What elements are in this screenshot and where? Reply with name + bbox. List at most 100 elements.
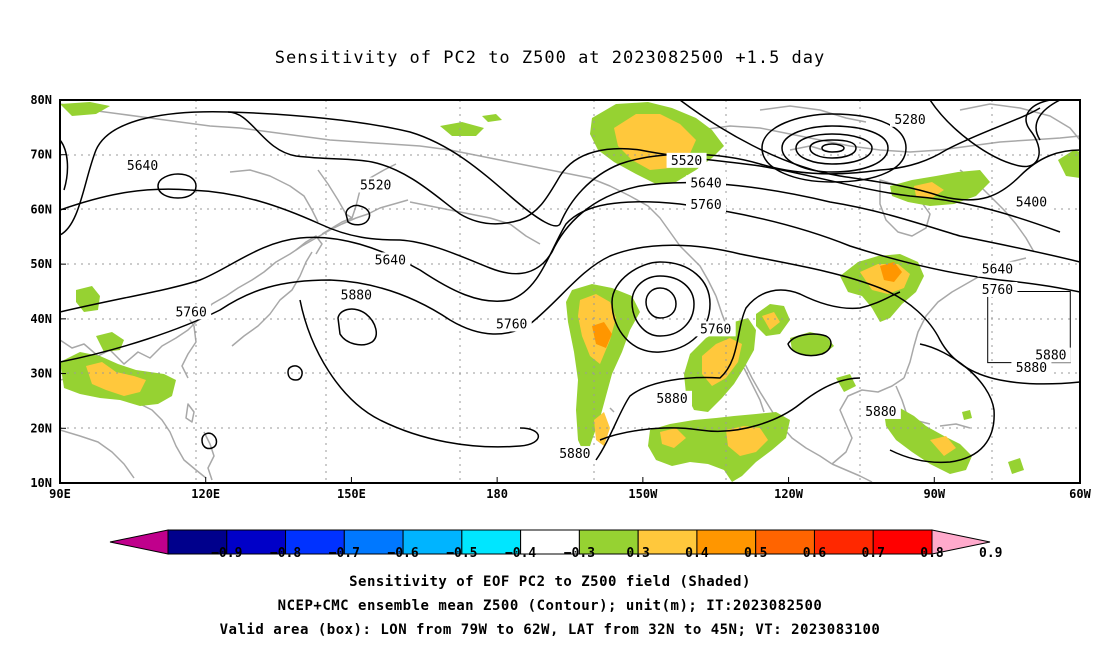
contour-high-small-1 [337,308,377,346]
contour-label: 5640 [127,159,158,174]
contour-label-bg [860,403,901,419]
lat-tick-label: 40N [30,312,52,326]
lat-tick-label: 80N [30,93,52,107]
colorbar-swatch [578,529,639,555]
latitude-axis: 80N 70N 60N 50N 40N 30N 20N 10N [30,93,66,490]
contour-5520 [227,111,1061,233]
contour-label: 5640 [690,176,721,191]
contour-label: 5640 [375,253,406,268]
shade-mexico-west-core [702,338,742,386]
contour-5400 [679,100,1080,201]
shade-caribbean-east [1008,458,1024,474]
contour-arctic-east-2 [1035,100,1061,141]
contour-label: 5760 [496,317,527,332]
shade-east-china [76,286,100,312]
shade-gulf-california-core [762,312,780,330]
shade-yellow-sea [96,332,124,352]
colorbar-label: −0.7 [329,546,360,561]
shade-great-plains [790,332,834,356]
colorbar-label: 0.7 [861,546,884,561]
contour-label: 5400 [1016,195,1047,210]
lat-tick-label: 30N [30,367,52,381]
coastline-japan-north [295,235,323,255]
contour-label-bg [1011,194,1052,210]
contour-label: 5760 [175,305,206,320]
coastline-greenland [959,103,1080,141]
colorbar-label: 0.9 [979,546,1002,561]
colorbar-swatch [167,529,228,555]
contour-5760-north [60,201,1080,313]
contour-cutoff-low-west [157,173,197,199]
shade-east-pacific-peak [592,322,612,348]
colorbar-swatch [813,529,874,555]
shade-arctic-small [440,122,484,136]
coastline-hispaniola [939,423,971,429]
contour-label-bg [686,175,726,191]
shade-atlantic-dot [962,410,972,420]
shade-western-pacific-core [86,362,146,396]
contour-label-bg [336,287,377,303]
contour-label: 5760 [690,198,721,213]
contour-5760-low-outer [611,261,711,353]
z500-contours [60,100,1080,464]
colorbar-swatch [696,529,757,555]
contour-label-bg [122,157,163,173]
coastline-philippines [203,431,215,481]
contour-5880-box [889,343,995,464]
contour-5640-south [60,181,1080,275]
contour-label: 5880 [1035,349,1066,364]
colorbar-label: −0.8 [270,546,301,561]
lon-tick-label: 60W [1069,487,1091,501]
colorbar-swatch [872,529,933,555]
lon-tick-label: 90W [923,487,945,501]
shade-central-pacific-south-small [660,428,686,448]
colorbar-swatch [637,529,698,555]
colorbar-label: 0.8 [920,546,944,561]
map-background [60,100,1080,483]
map-title: Sensitivity of PC2 to Z500 at 2023082500… [274,48,826,68]
contour-cutoff-low-nw [345,204,371,226]
shade-nw-siberia [60,102,110,116]
coastline-korea [181,313,197,379]
contour-5640-north [60,107,1041,236]
colorbar-label: 0.4 [685,546,709,561]
contour-5880-north [60,244,1080,385]
lon-tick-label: 120W [774,487,804,501]
contour-label-bg [890,111,930,127]
contour-label-bg [171,304,212,320]
colorbar: −0.9 −0.8 −0.7 −0.6 −0.5 −0.4 −0.3 0.3 0.4 0.5 0.6… [109,529,1003,561]
contour-5280-ring4 [809,139,857,159]
contour-label: 5520 [360,178,391,193]
contour-label-bg [1011,360,1052,376]
contour-label: 5280 [894,113,925,128]
contour-label: 5640 [982,263,1013,278]
coastline-taiwan [185,403,195,423]
contour-5880-subtropical [599,377,861,441]
shade-caribbean [884,408,972,474]
colorbar-label: −0.5 [446,546,477,561]
colorbar-swatch [461,529,522,555]
contour-label-bg [977,281,1018,297]
contour-label: 5880 [559,447,590,462]
lat-tick-label: 20N [30,421,52,435]
contour-label-bg [977,261,1018,277]
coastline-indochina [60,429,135,479]
contour-arctic-east [929,100,1051,168]
contour-high-small-4 [787,333,832,357]
coastline-gulf-mexico [831,377,905,465]
colorbar-label: 0.3 [626,546,649,561]
lat-tick-label: 10N [30,476,52,490]
contour-5880-south [299,299,539,448]
contour-label: 5520 [671,154,702,169]
coastline-canada-north [699,125,1080,153]
lat-tick-label: 70N [30,148,52,162]
contour-west-edge [60,139,69,191]
contour-5880-east-pacific [595,289,901,461]
colorbar-swatch [343,529,404,555]
lat-tick-label: 60N [30,202,52,216]
shade-caribbean-core [930,436,956,456]
sensitivity-shading [60,102,1080,482]
coastline-okhotsk [229,169,319,223]
colorbar-swatch [226,529,287,555]
